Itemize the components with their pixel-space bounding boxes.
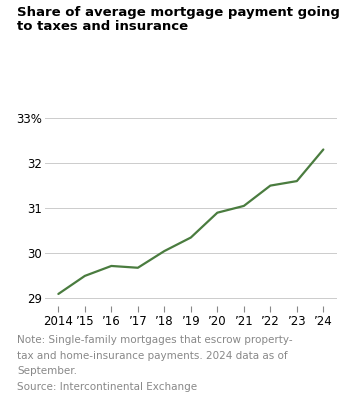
Text: September.: September. xyxy=(17,366,77,376)
Text: Share of average mortgage payment going: Share of average mortgage payment going xyxy=(17,6,340,19)
Text: Note: Single-family mortgages that escrow property-: Note: Single-family mortgages that escro… xyxy=(17,335,293,345)
Text: Source: Intercontinental Exchange: Source: Intercontinental Exchange xyxy=(17,382,197,392)
Text: tax and home-insurance payments. 2024 data as of: tax and home-insurance payments. 2024 da… xyxy=(17,351,288,361)
Text: to taxes and insurance: to taxes and insurance xyxy=(17,20,188,33)
